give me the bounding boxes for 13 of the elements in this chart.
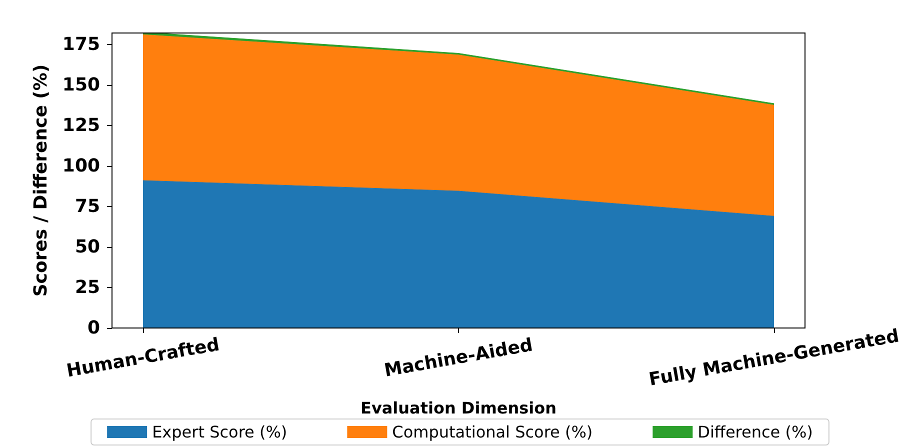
y-tick-label: 75 [74,196,100,217]
y-tick-label: 150 [62,74,100,96]
legend-label: Expert Score (%) [152,422,288,442]
y-tick-label: 125 [62,114,100,136]
y-tick-label: 0 [87,318,100,338]
x-axis-title: Evaluation Dimension [360,398,556,418]
y-tick-label: 175 [62,34,100,55]
y-axis-title: Scores / Difference (%) [30,64,52,297]
y-tick-label: 25 [74,276,100,298]
legend-label: Computational Score (%) [392,422,593,442]
legend-label: Difference (%) [698,422,813,442]
y-tick-label: 100 [62,155,100,176]
y-tick-label: 50 [74,236,100,258]
